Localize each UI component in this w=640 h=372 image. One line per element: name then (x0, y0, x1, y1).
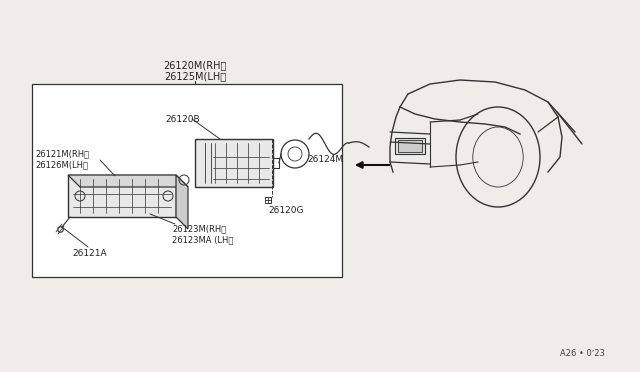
Bar (395, 138, 425, 154)
Text: 26124M: 26124M (307, 154, 343, 164)
Text: 26120B: 26120B (165, 115, 200, 124)
Bar (398, 140, 422, 152)
Text: 26120G: 26120G (268, 205, 303, 215)
Text: 26120M(RH〉: 26120M(RH〉 (163, 60, 227, 70)
Bar (195, 139, 273, 187)
Text: 26126M(LH〉: 26126M(LH〉 (35, 160, 88, 170)
Text: 26123MA (LH〉: 26123MA (LH〉 (172, 235, 234, 244)
Polygon shape (176, 175, 188, 229)
Text: 26123M(RH〉: 26123M(RH〉 (172, 224, 227, 234)
Bar (32, 84, 342, 277)
Polygon shape (68, 175, 188, 187)
Bar (68, 175, 176, 217)
Text: 26121M(RH〉: 26121M(RH〉 (35, 150, 89, 158)
Text: A26 • 0ʼ23: A26 • 0ʼ23 (560, 350, 605, 359)
Text: 26121A: 26121A (72, 250, 107, 259)
Text: 26125M(LH〉: 26125M(LH〉 (164, 71, 226, 81)
